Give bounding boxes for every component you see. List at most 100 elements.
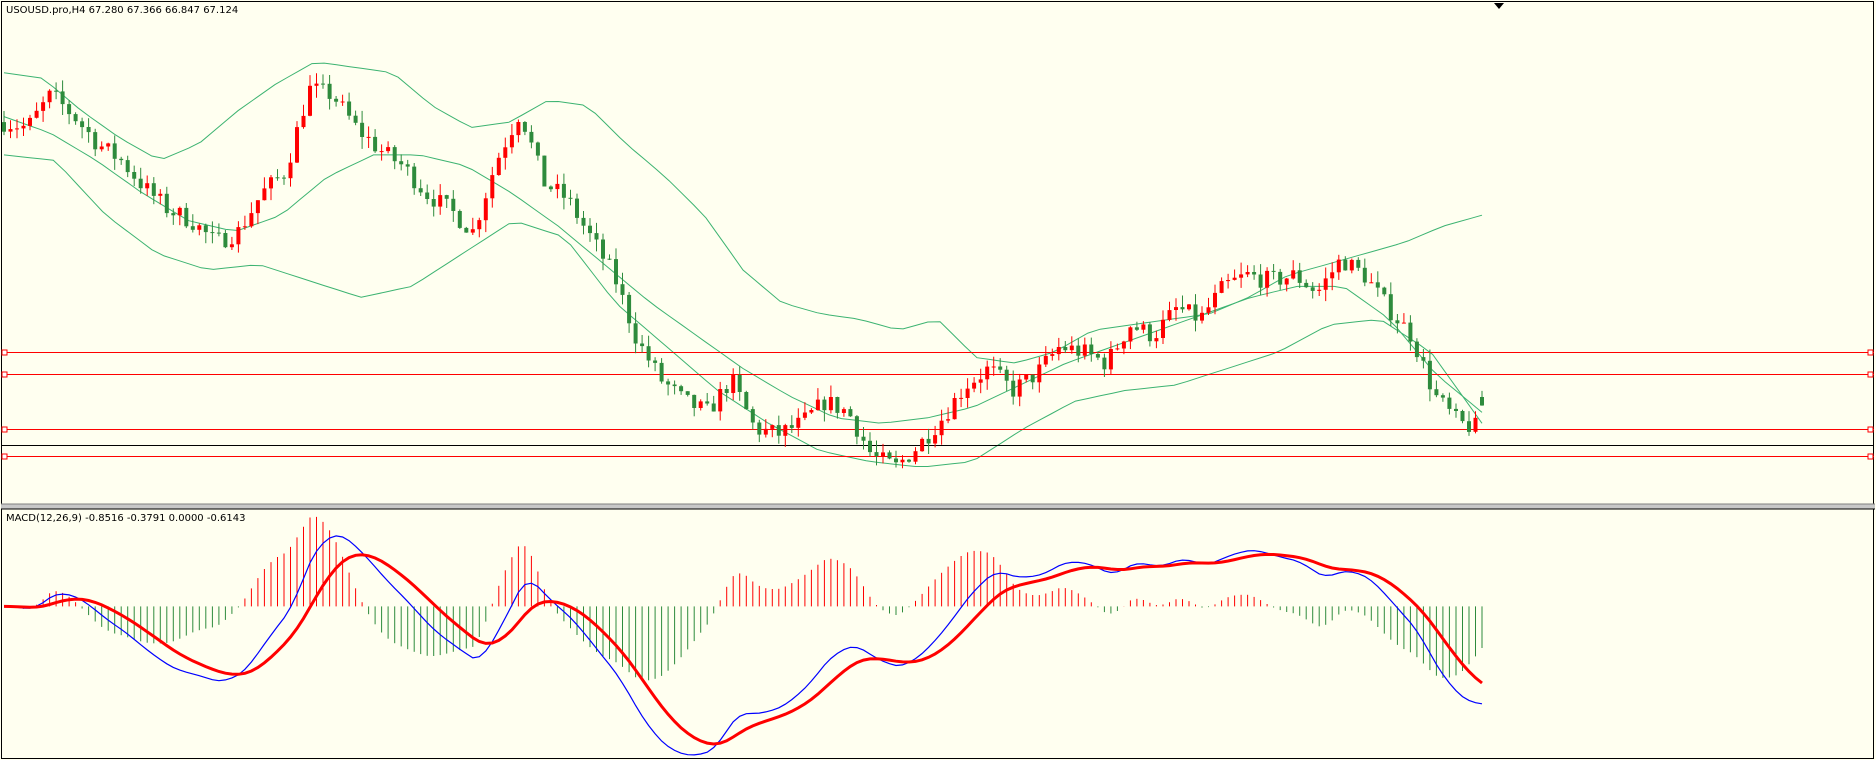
candle [1454, 403, 1458, 418]
candle [93, 128, 98, 157]
level-handle-right[interactable] [1867, 453, 1874, 460]
candle [1108, 341, 1113, 374]
candle [516, 119, 521, 143]
candle [1323, 267, 1328, 302]
candle [1310, 282, 1315, 299]
level-handle-left[interactable] [1, 426, 8, 433]
candle [1265, 267, 1270, 297]
horizontal-level-line[interactable] [1, 349, 1874, 356]
candle [308, 75, 312, 117]
candle [360, 110, 365, 149]
candle [1069, 336, 1074, 354]
pane-separator[interactable] [1, 503, 1875, 510]
candle [15, 119, 19, 139]
candle [483, 192, 488, 233]
candle [1154, 330, 1159, 349]
candle [86, 118, 91, 143]
candle [731, 368, 736, 401]
candle [1056, 337, 1061, 361]
candle [802, 402, 807, 421]
level-handle-left[interactable] [1, 371, 8, 378]
candle [1343, 256, 1348, 271]
candle [1317, 283, 1322, 296]
candle [724, 385, 729, 402]
candle [646, 335, 651, 368]
candle [705, 393, 710, 406]
candle [1011, 370, 1016, 405]
candle [282, 175, 286, 185]
candle [457, 209, 462, 229]
candle [978, 368, 983, 394]
candle [249, 202, 254, 228]
candle [653, 357, 658, 372]
candle [119, 156, 124, 165]
candle [177, 206, 182, 226]
candle [373, 129, 378, 153]
horizontal-levels[interactable] [1, 349, 1874, 460]
level-handle-left[interactable] [1, 349, 8, 356]
candle [464, 226, 469, 233]
candle [529, 125, 534, 149]
candle [1050, 348, 1055, 361]
candle [262, 177, 267, 201]
candle [894, 450, 898, 468]
candle [548, 185, 553, 192]
candle [2, 111, 6, 136]
candle [340, 94, 345, 106]
candle [145, 175, 150, 196]
candle [907, 458, 911, 463]
level-handle-left[interactable] [1, 453, 8, 460]
candle [197, 223, 202, 236]
candle [132, 165, 137, 187]
candle [28, 114, 32, 131]
candle [900, 455, 905, 469]
candle [34, 102, 39, 119]
candle [1297, 262, 1302, 288]
price-pane[interactable]: USOUSD.pro,H4 67.280 67.366 66.847 67.12… [1, 3, 1874, 469]
horizontal-level-line[interactable] [1, 426, 1874, 433]
candle [1414, 338, 1419, 362]
level-handle-right[interactable] [1867, 349, 1874, 356]
candle [80, 117, 85, 139]
candle [1278, 268, 1283, 290]
candle [822, 396, 827, 422]
horizontal-level-line[interactable] [1, 453, 1874, 460]
candle [561, 173, 566, 210]
candle [418, 179, 423, 196]
horizontal-level-line[interactable] [1, 371, 1874, 378]
candle [1480, 390, 1484, 406]
candle [1161, 310, 1165, 344]
candle [269, 175, 273, 201]
candle [627, 292, 632, 333]
candle [386, 141, 391, 154]
candle [815, 388, 820, 411]
candle [848, 406, 853, 417]
candle [535, 141, 540, 161]
level-handle-right[interactable] [1867, 371, 1874, 378]
candle [314, 73, 319, 98]
candle [750, 406, 755, 430]
candle [568, 189, 573, 206]
candle [392, 145, 397, 170]
candle [399, 154, 404, 171]
candle [666, 378, 671, 396]
macd-pane[interactable]: MACD(12,26,9) -0.8516 -0.3791 0.0000 -0.… [3, 513, 1483, 756]
candle [698, 399, 703, 411]
candle [229, 236, 234, 250]
candle [796, 408, 801, 437]
candle [223, 230, 228, 249]
candle [588, 218, 592, 242]
candle [555, 174, 560, 199]
candle [1473, 411, 1478, 434]
candle [1356, 257, 1361, 271]
candle [861, 427, 866, 450]
candle [41, 96, 46, 122]
candle [685, 391, 690, 397]
candle [1232, 269, 1237, 281]
candle [1043, 346, 1048, 367]
candle [125, 155, 130, 178]
level-handle-right[interactable] [1867, 426, 1874, 433]
triangle-down-icon[interactable] [1494, 3, 1504, 9]
